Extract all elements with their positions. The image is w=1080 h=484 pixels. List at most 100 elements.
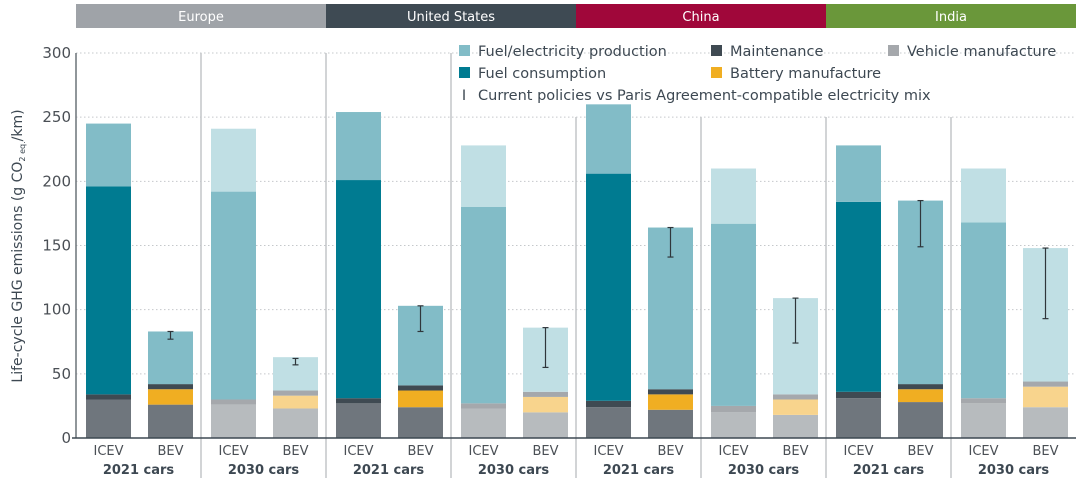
category-label: BEV — [907, 444, 933, 459]
legend-swatch — [888, 45, 899, 56]
category-label: ICEV — [468, 444, 498, 459]
y-axis-label: Life-cycle GHG emissions (g CO2 eq./km) — [10, 109, 27, 382]
legend-swatch — [459, 67, 470, 78]
segment-vehicle-manufacture — [273, 408, 318, 438]
segment-maintenance — [398, 385, 443, 391]
legend-label: Vehicle manufacture — [907, 44, 1056, 60]
y-tick-labels: 0 50 100 150 200 250 300 — [42, 44, 71, 447]
bar-united-states-2030-icev — [461, 145, 506, 438]
bar-europe-2030-icev — [211, 128, 256, 438]
bar-china-2030-icev — [711, 168, 756, 438]
legend-swatch — [711, 45, 722, 56]
segment-vehicle-manufacture — [461, 408, 506, 438]
segment-battery-manufacture — [398, 390, 443, 408]
segment-vehicle-manufacture — [711, 412, 756, 438]
y-tick-label: 100 — [42, 301, 71, 319]
region-headers: Europe United States China India — [76, 4, 1076, 28]
bar-india-2021-icev — [836, 145, 881, 438]
segment-fuel-consumption — [836, 201, 881, 392]
y-tick-label: 50 — [52, 365, 71, 383]
bar-europe-2021-icev — [86, 123, 131, 438]
segment-vehicle-manufacture — [1023, 407, 1068, 438]
region-header-label: Europe — [178, 10, 224, 25]
segment-vehicle-manufacture — [898, 402, 943, 438]
segment-maintenance — [586, 400, 631, 408]
segment-vehicle-manufacture — [86, 399, 131, 438]
bar-china-2030-bev — [773, 298, 818, 438]
legend-swatch — [459, 45, 470, 56]
category-label: BEV — [532, 444, 558, 459]
segment-vehicle-manufacture — [336, 403, 381, 438]
group-label: 2030 cars — [978, 463, 1050, 478]
group-label: 2021 cars — [853, 463, 925, 478]
axes — [72, 53, 1076, 439]
segment-battery-manufacture — [898, 389, 943, 403]
category-label: BEV — [407, 444, 433, 459]
segment-vehicle-manufacture — [836, 398, 881, 438]
segment-fuel-consumption — [961, 222, 1006, 399]
segment-battery-manufacture — [148, 389, 193, 405]
region-header-bg — [576, 4, 826, 28]
segment-maintenance — [1023, 381, 1068, 387]
segment-fuel-production — [461, 145, 506, 207]
bars — [86, 104, 1068, 438]
segment-battery-manufacture — [273, 395, 318, 409]
legend-label: Maintenance — [730, 44, 823, 60]
segment-battery-manufacture — [523, 396, 568, 413]
category-label: BEV — [1032, 444, 1058, 459]
y-tick-label: 250 — [42, 108, 71, 126]
segment-maintenance — [148, 384, 193, 390]
segment-fuel-consumption — [336, 180, 381, 399]
legend-swatch — [711, 67, 722, 78]
category-label: BEV — [157, 444, 183, 459]
region-header-bg — [826, 4, 1076, 28]
legend-item-maintenance: Maintenance — [711, 44, 823, 60]
segment-fuel-consumption — [86, 186, 131, 395]
error-bars — [167, 199, 1049, 369]
segment-vehicle-manufacture — [148, 404, 193, 438]
segment-battery-manufacture — [773, 399, 818, 415]
category-label: ICEV — [93, 444, 123, 459]
segment-vehicle-manufacture — [586, 407, 631, 438]
legend-label: Fuel/electricity production — [478, 44, 667, 60]
legend-item-fuel-production: Fuel/electricity production — [459, 44, 667, 60]
category-label: BEV — [282, 444, 308, 459]
segment-fuel-production — [86, 123, 131, 187]
category-label: ICEV — [343, 444, 373, 459]
segment-maintenance — [898, 384, 943, 390]
region-header-bg — [326, 4, 576, 28]
segment-maintenance — [773, 394, 818, 400]
y-tick-label: 300 — [42, 44, 71, 62]
y-tick-label: 200 — [42, 172, 71, 190]
bar-india-2030-icev — [961, 168, 1006, 438]
bar-united-states-2021-icev — [336, 112, 381, 438]
group-label: 2030 cars — [228, 463, 300, 478]
group-label: 2021 cars — [603, 463, 675, 478]
region-header-bg — [76, 4, 326, 28]
category-label: ICEV — [593, 444, 623, 459]
segment-battery-manufacture — [1023, 386, 1068, 408]
segment-vehicle-manufacture — [648, 409, 693, 438]
y-tick-label: 150 — [42, 237, 71, 255]
region-header-label: India — [935, 10, 967, 25]
segment-maintenance — [523, 391, 568, 397]
x-labels: ICEV BEV ICEV BEV ICEV BEV ICEV BEV ICEV BEV ICEV B… — [93, 444, 1058, 478]
region-header-label: United States — [407, 10, 495, 25]
segment-fuel-production — [586, 104, 631, 174]
group-label: 2021 cars — [353, 463, 425, 478]
segment-maintenance — [86, 394, 131, 400]
segment-vehicle-manufacture — [773, 414, 818, 438]
segment-fuel-production — [961, 168, 1006, 223]
bar-china-2021-bev — [648, 227, 693, 438]
region-header-label: China — [682, 10, 719, 25]
legend-label: Fuel consumption — [478, 66, 606, 82]
segment-maintenance — [648, 389, 693, 395]
legend-label: Battery manufacture — [730, 66, 881, 82]
bar-europe-2030-bev — [273, 357, 318, 438]
category-label: ICEV — [718, 444, 748, 459]
segment-maintenance — [336, 398, 381, 404]
segment-vehicle-manufacture — [961, 403, 1006, 438]
category-label: ICEV — [218, 444, 248, 459]
segment-fuel-production — [836, 145, 881, 202]
